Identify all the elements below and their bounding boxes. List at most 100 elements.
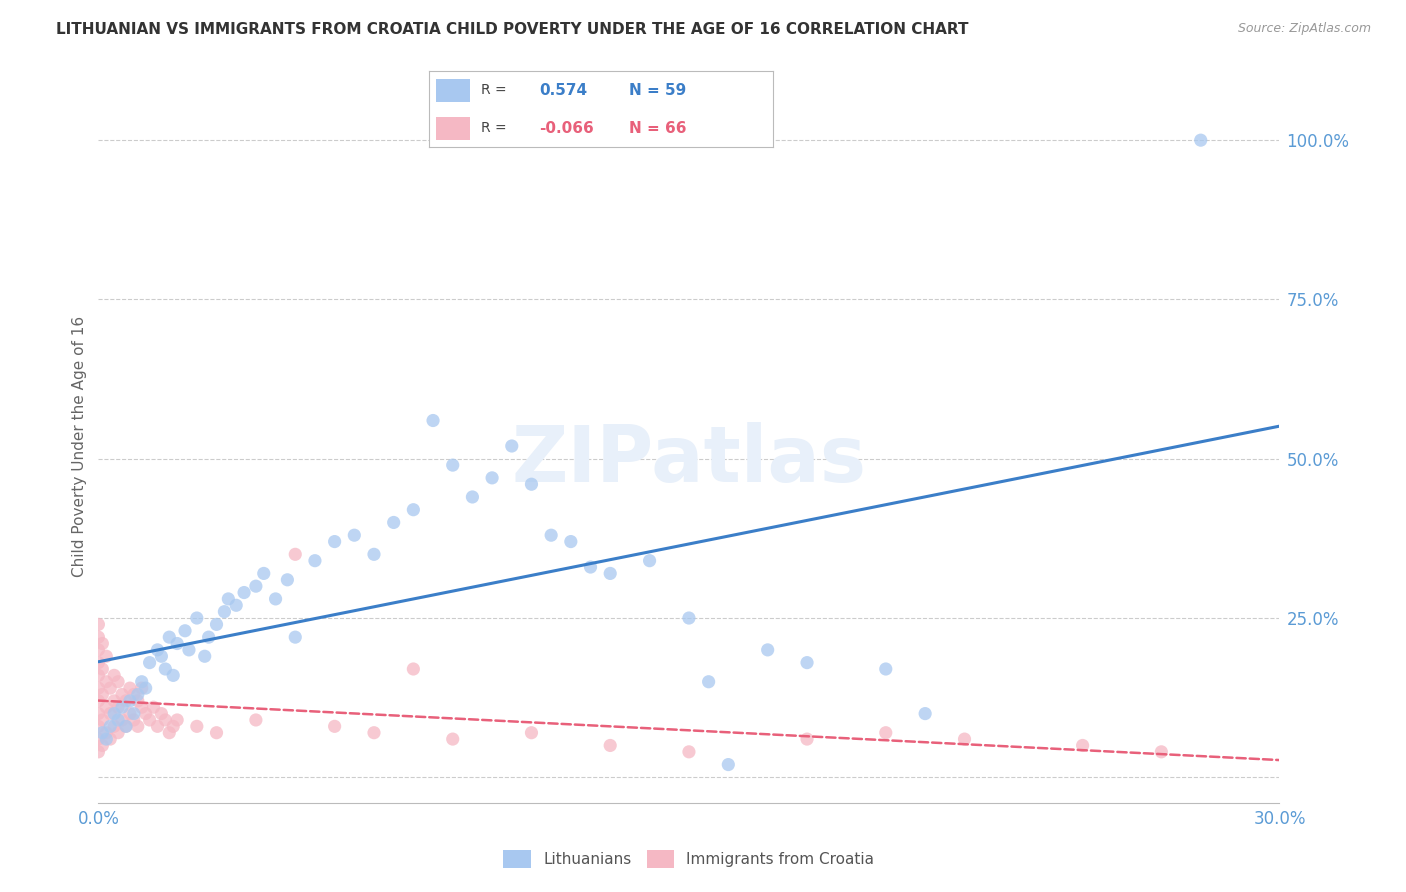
Point — [520, 477, 543, 491]
Point — [98, 681, 121, 695]
Point — [162, 719, 184, 733]
Point — [87, 706, 110, 721]
Point — [441, 458, 464, 472]
Text: ZIPatlas: ZIPatlas — [512, 422, 866, 499]
Text: -0.066: -0.066 — [538, 120, 593, 136]
Point — [98, 706, 121, 721]
Point — [131, 681, 153, 695]
Point — [111, 700, 134, 714]
Point — [87, 745, 110, 759]
Point — [461, 490, 484, 504]
Point — [131, 674, 153, 689]
Point — [142, 700, 165, 714]
Point — [115, 694, 138, 708]
Point — [111, 713, 134, 727]
Text: N = 66: N = 66 — [628, 120, 686, 136]
Legend: Lithuanians, Immigrants from Croatia: Lithuanians, Immigrants from Croatia — [498, 844, 880, 873]
Point — [150, 649, 173, 664]
Point — [174, 624, 197, 638]
Point — [96, 674, 118, 689]
Point — [579, 560, 602, 574]
Point — [115, 719, 138, 733]
Point — [96, 732, 118, 747]
Point — [127, 719, 149, 733]
Bar — [436, 79, 470, 102]
Text: LITHUANIAN VS IMMIGRANTS FROM CROATIA CHILD POVERTY UNDER THE AGE OF 16 CORRELAT: LITHUANIAN VS IMMIGRANTS FROM CROATIA CH… — [56, 22, 969, 37]
Point — [217, 591, 239, 606]
Point — [875, 662, 897, 676]
Point — [87, 681, 110, 695]
Point — [343, 528, 366, 542]
Point — [146, 643, 169, 657]
Text: N = 59: N = 59 — [628, 83, 686, 98]
Point — [540, 528, 562, 542]
Point — [98, 732, 121, 747]
Point — [111, 688, 134, 702]
Point — [118, 706, 141, 721]
Point — [233, 585, 256, 599]
Point — [103, 694, 125, 708]
Point — [186, 611, 208, 625]
Point — [146, 719, 169, 733]
Point — [87, 668, 110, 682]
Point — [103, 719, 125, 733]
Point — [166, 713, 188, 727]
Point — [87, 656, 110, 670]
Point — [697, 674, 720, 689]
Point — [402, 502, 425, 516]
Point — [599, 739, 621, 753]
Point — [253, 566, 276, 581]
Point — [107, 725, 129, 739]
Point — [122, 713, 145, 727]
Point — [717, 757, 740, 772]
Point — [323, 534, 346, 549]
Text: R =: R = — [481, 83, 506, 97]
Point — [166, 636, 188, 650]
Point — [520, 725, 543, 739]
Point — [875, 725, 897, 739]
Point — [194, 649, 217, 664]
Point — [107, 674, 129, 689]
Point — [122, 688, 145, 702]
Point — [135, 681, 157, 695]
Point — [98, 719, 121, 733]
Point — [177, 643, 200, 657]
Point — [157, 725, 180, 739]
Point — [87, 732, 110, 747]
Point — [1071, 739, 1094, 753]
Point — [91, 688, 114, 702]
Point — [87, 630, 110, 644]
Point — [245, 713, 267, 727]
Point — [138, 713, 160, 727]
Point — [150, 706, 173, 721]
Point — [127, 688, 149, 702]
Point — [953, 732, 976, 747]
Point — [118, 694, 141, 708]
Bar — [436, 117, 470, 140]
Point — [245, 579, 267, 593]
Point — [87, 617, 110, 632]
Point — [87, 719, 110, 733]
Point — [155, 713, 177, 727]
Text: 0.574: 0.574 — [538, 83, 588, 98]
Point — [91, 636, 114, 650]
Point — [323, 719, 346, 733]
Point — [107, 700, 129, 714]
Point — [501, 439, 523, 453]
Point — [118, 681, 141, 695]
Point — [481, 471, 503, 485]
Point — [382, 516, 405, 530]
Point — [96, 649, 118, 664]
Point — [197, 630, 219, 644]
Point — [96, 700, 118, 714]
Point — [441, 732, 464, 747]
Point — [1150, 745, 1173, 759]
Point — [115, 719, 138, 733]
Point — [402, 662, 425, 676]
Point — [599, 566, 621, 581]
Point — [678, 745, 700, 759]
Point — [1189, 133, 1212, 147]
Point — [363, 725, 385, 739]
Point — [135, 706, 157, 721]
Point — [214, 605, 236, 619]
